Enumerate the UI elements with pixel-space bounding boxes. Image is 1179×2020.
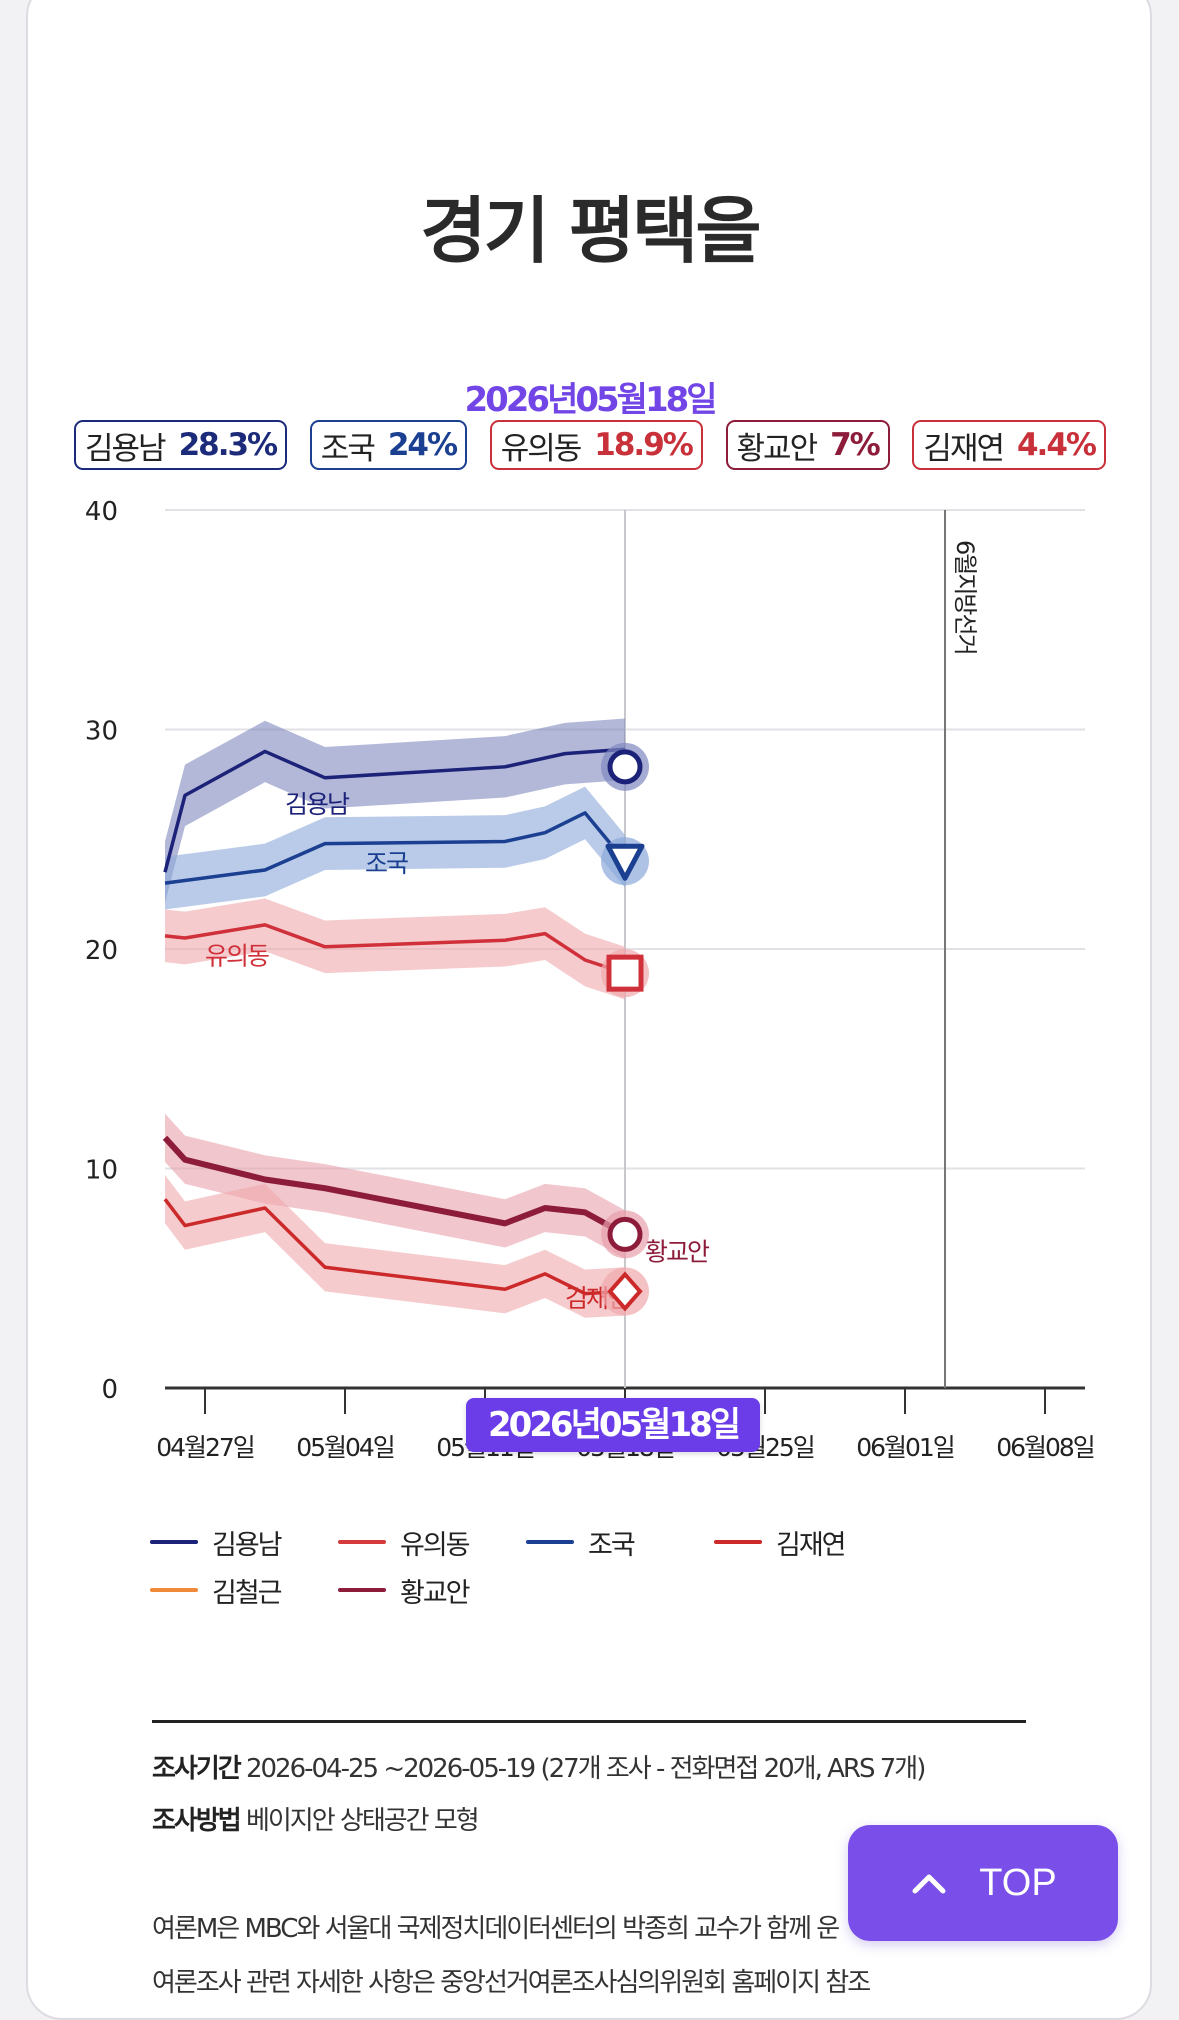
badge-hwang-kyoahn: 황교안 7%	[725, 420, 890, 470]
end-marker-황교안	[607, 1216, 643, 1252]
scroll-top-label: TOP	[979, 1861, 1057, 1904]
survey-period: 조사기간 2026-04-25 ~2026-05-19 (27개 조사 - 전화…	[152, 1748, 1132, 1785]
y-tick-label: 20	[85, 936, 118, 966]
result-card	[26, 0, 1152, 2020]
badge-value: 18.9%	[594, 427, 694, 463]
end-marker-김재연	[607, 1271, 643, 1312]
series-line-황교안	[162, 1135, 627, 1237]
survey-method-value: 베이지안 상태공간 모형	[245, 1806, 480, 1836]
confidence-band-김재연	[165, 1175, 625, 1318]
end-marker-김용남	[607, 749, 643, 785]
survey-method: 조사방법 베이지안 상태공간 모형	[152, 1800, 1132, 1837]
badge-name: 김용남	[85, 430, 167, 467]
badge-yoo-uidong: 유의동 18.9%	[489, 420, 703, 470]
info-note-1: 여론M은 MBC와 서울대 국제정치데이터센터의 박종희 교수가 함께 운	[152, 1914, 840, 1944]
confidence-band-조국	[165, 786, 625, 910]
y-tick-label: 0	[101, 1375, 118, 1405]
page-title: 경기 평택을	[420, 189, 761, 273]
series-label-김용남: 김용남	[285, 790, 350, 819]
y-tick-label: 10	[85, 1156, 118, 1186]
info-note-2: 여론조사 관련 자세한 사항은 중앙선거여론조사심의위원회 홈페이지 참조	[152, 1968, 871, 1998]
legend-item-cho-kuk[interactable]: 조국	[526, 1525, 714, 1561]
legend-label: 김용남	[212, 1529, 283, 1561]
x-tick-label: 04월27일	[156, 1433, 254, 1462]
legend-swatch	[338, 1540, 386, 1544]
badge-name: 조국	[320, 430, 376, 467]
badge-kim-jaeyeon: 김재연 4.4%	[912, 420, 1106, 470]
section-divider	[152, 1720, 1026, 1723]
end-marker-유의동	[606, 954, 644, 992]
confidence-band-유의동	[165, 898, 625, 1000]
survey-period-label: 조사기간	[152, 1754, 242, 1784]
legend-swatch	[150, 1588, 198, 1592]
badge-cho-kuk: 조국 24%	[309, 420, 468, 470]
scroll-top-button[interactable]: TOP	[848, 1825, 1118, 1941]
survey-period-value: 2026-04-25 ~2026-05-19 (27개 조사 - 전화면접 20…	[245, 1754, 926, 1784]
x-tick-label: 06월08일	[996, 1433, 1094, 1462]
badge-value: 4.4%	[1016, 427, 1097, 463]
legend-item-kim-cheolgeun[interactable]: 김철근	[150, 1573, 338, 1609]
legend-item-kim-yongnam[interactable]: 김용남	[150, 1525, 338, 1561]
series-label-조국: 조국	[365, 849, 408, 878]
series-line-김용남	[163, 747, 626, 873]
legend-label: 황교안	[400, 1577, 471, 1609]
legend-item-kim-jaeyeon[interactable]: 김재연	[714, 1525, 902, 1561]
legend-item-hwang-kyoahn[interactable]: 황교안	[338, 1573, 526, 1609]
series-line-조국	[164, 811, 627, 885]
end-marker-조국	[605, 843, 645, 881]
y-tick-label: 30	[85, 717, 118, 747]
survey-method-label: 조사방법	[152, 1806, 242, 1836]
badge-value: 24%	[387, 427, 458, 463]
series-line-김재연	[163, 1198, 626, 1296]
series-label-황교안: 황교안	[645, 1238, 710, 1267]
chart-legend: 김용남 유의동 조국 김재연 김철근 황교안	[150, 1525, 1050, 1609]
date-tooltip: 2026년05월18일	[466, 1398, 760, 1452]
series-label-유의동: 유의동	[205, 941, 269, 970]
poll-trend-chart[interactable]: 01020304004월27일05월04일05월11일05월18일05월25일0…	[0, 0, 1179, 1500]
legend-label: 김재연	[776, 1529, 847, 1561]
event-label: 6월지방선거	[951, 540, 979, 654]
legend-label: 조국	[588, 1529, 636, 1561]
x-tick-label: 06월01일	[856, 1433, 954, 1462]
badge-kim-yongnam: 김용남 28.3%	[74, 420, 288, 470]
legend-swatch	[338, 1588, 386, 1592]
legend-label: 김철근	[212, 1577, 283, 1609]
legend-swatch	[150, 1540, 198, 1544]
badge-value: 7%	[830, 427, 881, 463]
badge-name: 김재연	[923, 430, 1005, 467]
candidate-badges: 김용남 28.3% 조국 24% 유의동 18.9% 황교안 7% 김재연 4.…	[74, 420, 1106, 472]
x-tick-label: 05월04일	[296, 1433, 394, 1462]
badge-value: 28.3%	[178, 427, 279, 463]
legend-swatch	[714, 1540, 762, 1544]
series-line-유의동	[164, 923, 626, 975]
legend-label: 유의동	[400, 1529, 471, 1561]
badge-name: 황교안	[736, 430, 819, 467]
selected-date-label: 2026년05월18일	[464, 380, 717, 420]
badge-name: 유의동	[500, 430, 583, 467]
chevron-up-icon	[912, 1874, 946, 1894]
y-tick-label: 40	[85, 497, 118, 527]
legend-item-yoo-uidong[interactable]: 유의동	[338, 1525, 526, 1561]
legend-swatch	[526, 1540, 574, 1544]
